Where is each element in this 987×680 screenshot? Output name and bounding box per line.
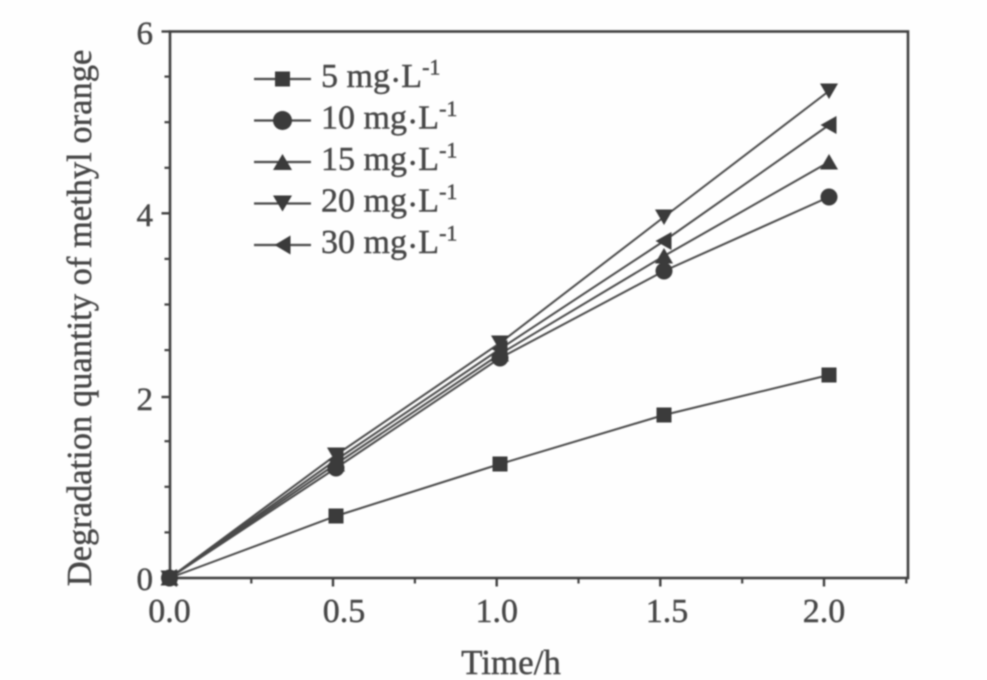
svg-text:4: 4 [137,198,154,234]
svg-text:2: 2 [137,382,154,418]
svg-text:1.0: 1.0 [475,593,518,630]
svg-text:30 mg·L-1: 30 mg·L-1 [321,221,457,266]
svg-text:10 mg·L-1: 10 mg·L-1 [321,96,457,141]
svg-text:6: 6 [137,16,154,52]
svg-text:15 mg·L-1: 15 mg·L-1 [321,138,457,183]
svg-text:2.0: 2.0 [803,593,846,630]
svg-text:0.5: 0.5 [323,593,366,630]
svg-text:0: 0 [137,562,154,598]
svg-text:5 mg·L-1: 5 mg·L-1 [321,55,440,100]
svg-text:20 mg·L-1: 20 mg·L-1 [321,179,457,224]
svg-text:Degradation quantity of methyl: Degradation quantity of methyl orange [61,50,99,587]
svg-text:0.0: 0.0 [148,593,191,630]
svg-text:1.5: 1.5 [646,593,689,630]
svg-text:Time/h: Time/h [461,643,561,680]
